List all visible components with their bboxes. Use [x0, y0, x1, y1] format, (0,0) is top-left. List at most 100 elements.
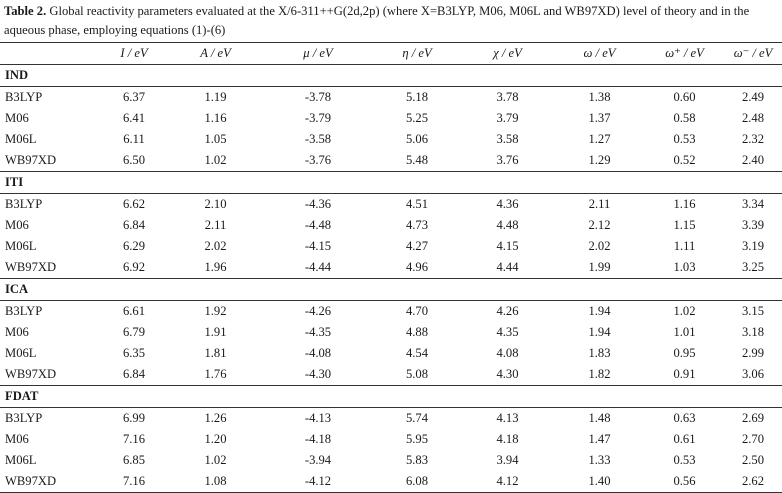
table-caption: Table 2. Global reactivity parameters ev…	[4, 2, 776, 40]
value-cell: 3.94	[496, 453, 519, 467]
value-cell: 0.95	[673, 346, 696, 360]
value-cell: 1.82	[588, 367, 611, 381]
value-cell: 1.11	[673, 239, 696, 253]
value-cell: 6.11	[123, 132, 145, 146]
value-cell: 6.29	[122, 239, 146, 253]
value-cell: 1.02	[204, 153, 227, 167]
method-cell: B3LYP	[5, 90, 43, 104]
table-row: B3LYP 6.37 1.19 -3.78 5.18 3.78 1.38 0.60 2.49	[0, 87, 782, 109]
column-header: χ / eV	[461, 42, 554, 65]
column-header: μ / eV	[263, 42, 373, 65]
value-cell: 1.03	[673, 260, 696, 274]
method-cell: B3LYP	[5, 197, 43, 211]
value-cell: 2.70	[741, 432, 765, 446]
value-cell: 1.37	[588, 111, 611, 125]
method-cell: WB97XD	[0, 471, 100, 493]
value-cell: 4.54	[405, 346, 429, 360]
value-cell: -3.94	[304, 453, 332, 467]
value-cell: 3.78	[496, 90, 519, 104]
value-cell: 5.25	[405, 111, 429, 125]
value-cell: 3.25	[741, 260, 765, 274]
value-cell: 4.26	[496, 304, 519, 318]
value-cell: -4.48	[304, 218, 332, 232]
table-row: WB97XD 6.92 1.96 -4.44 4.96 4.44 1.99 1.03 3.25	[0, 257, 782, 279]
value-cell: 1.83	[588, 346, 611, 360]
value-cell: -4.08	[304, 346, 332, 360]
reactivity-table: I / eV A / eV μ / eV η / eV χ / eV ω / eV ω⁺ /…	[0, 42, 782, 493]
value-cell: 1.81	[204, 346, 227, 360]
value-cell: 2.10	[204, 197, 227, 211]
value-cell: 6.08	[373, 471, 461, 493]
value-cell: 7.16	[122, 432, 146, 446]
value-cell: 4.96	[405, 260, 429, 274]
value-cell: 5.18	[405, 90, 429, 104]
value-cell: 6.92	[122, 260, 146, 274]
group-header-row: ICA	[0, 278, 782, 301]
value-cell: -3.76	[304, 153, 332, 167]
value-cell: -4.30	[304, 367, 332, 381]
value-cell: 4.27	[405, 239, 429, 253]
method-cell: M06L	[5, 453, 37, 467]
value-cell: 6.50	[122, 153, 146, 167]
table-caption-label: Table 2.	[4, 4, 47, 18]
value-cell: 3.76	[496, 153, 519, 167]
value-cell: 6.84	[122, 218, 146, 232]
column-header: η / eV	[373, 42, 461, 65]
value-cell: 5.74	[405, 411, 429, 425]
column-header: ω⁺ / eV	[645, 42, 724, 65]
value-cell: 4.12	[461, 471, 554, 493]
value-cell: 6.99	[122, 411, 146, 425]
value-cell: -4.18	[304, 432, 332, 446]
table-row: M06L 6.11 1.05 -3.58 5.06 3.58 1.27 0.53 2.32	[0, 129, 782, 150]
value-cell: 3.19	[741, 239, 765, 253]
value-cell: 1.05	[204, 132, 227, 146]
method-cell: M06L	[5, 239, 37, 253]
value-cell: 1.08	[168, 471, 263, 493]
value-cell: 4.13	[496, 411, 519, 425]
table-body: IND B3LYP 6.37 1.19 -3.78 5.18 3.78 1.38 0.60 2.4…	[0, 64, 782, 493]
value-cell: -4.26	[304, 304, 332, 318]
value-cell: 4.18	[496, 432, 519, 446]
value-cell: 2.49	[741, 90, 765, 104]
value-cell: 4.35	[496, 325, 519, 339]
value-cell: 2.69	[741, 411, 765, 425]
method-cell: B3LYP	[5, 304, 43, 318]
method-cell: WB97XD	[5, 367, 57, 381]
method-cell: M06L	[5, 346, 37, 360]
value-cell: 2.11	[588, 197, 611, 211]
value-cell: 0.56	[645, 471, 724, 493]
method-cell: M06	[5, 111, 29, 125]
value-cell: 6.84	[122, 367, 146, 381]
value-cell: -3.79	[304, 111, 332, 125]
value-cell: 5.08	[405, 367, 429, 381]
table-row: M06 6.41 1.16 -3.79 5.25 3.79 1.37 0.58 2.48	[0, 108, 782, 129]
value-cell: 1.92	[204, 304, 227, 318]
value-cell: 1.16	[673, 197, 696, 211]
method-cell: M06	[5, 432, 29, 446]
value-cell: 0.53	[673, 132, 696, 146]
table-row: WB97XD 6.84 1.76 -4.30 5.08 4.30 1.82 0.91 3.06	[0, 364, 782, 386]
value-cell: -4.13	[304, 411, 332, 425]
value-cell: -4.15	[304, 239, 332, 253]
table-row: M06L 6.29 2.02 -4.15 4.27 4.15 2.02 1.11 3.19	[0, 236, 782, 257]
value-cell: 1.16	[204, 111, 227, 125]
table-row: B3LYP 6.61 1.92 -4.26 4.70 4.26 1.94 1.02 3.15	[0, 301, 782, 323]
value-cell: 4.44	[496, 260, 519, 274]
value-cell: 2.40	[741, 153, 765, 167]
table-caption-text: Global reactivity parameters evaluated a…	[4, 4, 750, 37]
value-cell: 6.85	[122, 453, 146, 467]
table-row: M06L 6.35 1.81 -4.08 4.54 4.08 1.83 0.95 2.99	[0, 343, 782, 364]
value-cell: 6.37	[122, 90, 146, 104]
value-cell: 6.61	[122, 304, 146, 318]
value-cell: 1.02	[673, 304, 696, 318]
value-cell: 1.27	[588, 132, 611, 146]
value-cell: 2.11	[204, 218, 227, 232]
table-row: B3LYP 6.62 2.10 -4.36 4.51 4.36 2.11 1.16 3.34	[0, 194, 782, 216]
value-cell: -4.12	[263, 471, 373, 493]
table-header-row: I / eV A / eV μ / eV η / eV χ / eV ω / eV ω⁺ /…	[0, 42, 782, 65]
value-cell: 6.35	[122, 346, 146, 360]
value-cell: 2.32	[741, 132, 765, 146]
method-cell: M06	[5, 218, 29, 232]
table-row: M06 6.84 2.11 -4.48 4.73 4.48 2.12 1.15 3.39	[0, 215, 782, 236]
value-cell: 0.52	[673, 153, 696, 167]
